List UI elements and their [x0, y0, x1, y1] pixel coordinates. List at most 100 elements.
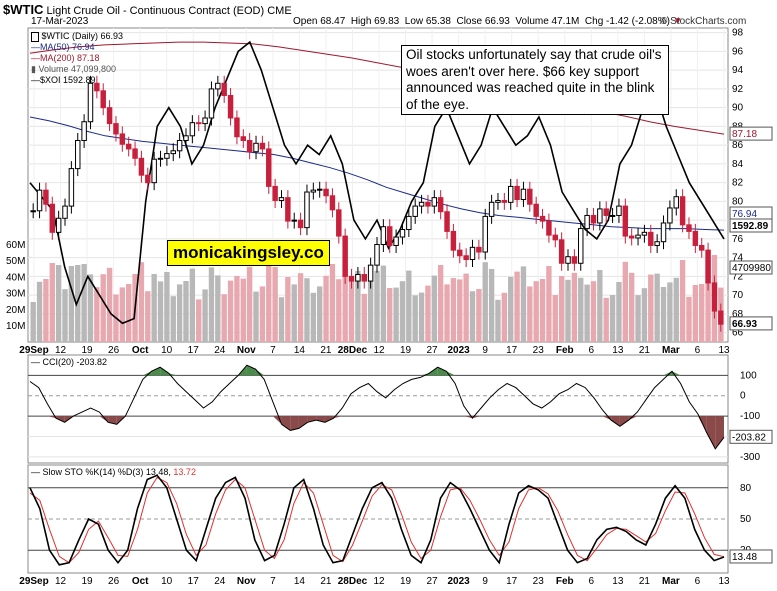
volume-bar	[106, 267, 113, 342]
x-tick-label: 14	[294, 345, 306, 356]
cci-fill-negative	[99, 416, 109, 423]
price-tick-label: 92	[732, 84, 744, 95]
x-tick-label: 17	[506, 345, 518, 356]
x-tick-label: 29Sep	[19, 345, 48, 356]
volume-value: Volume 47.1M	[515, 16, 580, 27]
candle-body	[208, 88, 215, 119]
x-tick-label-bottom: 2023	[447, 576, 470, 587]
volume-bar	[476, 289, 482, 342]
candle-body	[227, 94, 234, 119]
volume-bar	[520, 266, 527, 342]
x-tick-label: Mar	[662, 345, 680, 356]
candle-body	[316, 188, 323, 191]
x-tick-label-bottom: 6	[695, 576, 701, 587]
x-tick-label: 6	[589, 345, 595, 356]
candle-body	[495, 199, 501, 203]
volume-bar	[590, 281, 597, 342]
volume-bar	[342, 263, 348, 342]
cci-fill-negative	[619, 416, 629, 427]
volume-bar	[387, 288, 393, 342]
candle-body	[578, 228, 584, 264]
candle-body	[361, 274, 367, 282]
volume-bar	[399, 281, 406, 342]
cci-fill-positive	[246, 365, 256, 376]
candle-body	[221, 82, 227, 96]
x-tick-label: 23	[533, 345, 545, 356]
candle-body	[507, 185, 514, 203]
sto-d-value: 13.72	[173, 467, 196, 477]
cci-fill-negative	[333, 416, 343, 419]
line-icon: —	[31, 467, 40, 477]
volume-bar	[367, 280, 374, 342]
sto-tick-label: 80	[740, 483, 752, 494]
tag-xoi: 1592.89	[732, 221, 769, 232]
volume-bar	[584, 284, 590, 342]
candle-body	[622, 205, 629, 237]
volume-bar	[635, 295, 641, 342]
volume-bar	[578, 277, 584, 342]
candle-body	[418, 201, 425, 207]
candle-body	[259, 142, 266, 150]
x-tick-label-bottom: 21	[320, 576, 332, 587]
candle-body	[132, 148, 138, 159]
volume-bar	[692, 285, 699, 342]
candle-body	[106, 107, 113, 125]
candle-body	[673, 196, 679, 209]
tag-volume: 4709980	[732, 263, 771, 274]
candle-body	[253, 142, 259, 153]
x-tick-label-bottom: 7	[270, 576, 276, 587]
legend-ma200: —MA(200) 87.18	[31, 53, 100, 63]
candle-body	[698, 244, 705, 251]
x-tick-label: 7	[270, 345, 276, 356]
volume-bar	[565, 279, 571, 342]
volume-bar	[246, 266, 253, 342]
x-tick-label: Feb	[556, 345, 574, 356]
sto-d-polyline	[29, 476, 725, 564]
volume-bar	[100, 274, 106, 342]
candle-body	[310, 189, 317, 193]
candle-body	[183, 135, 189, 141]
candle-body	[616, 205, 622, 216]
volume-bar	[87, 274, 94, 342]
x-tick-label: 21	[639, 345, 651, 356]
price-tick-label: 96	[732, 46, 744, 57]
x-tick-label-bottom: 12	[373, 576, 385, 587]
x-tick-label-bottom: 27	[427, 576, 439, 587]
volume-bar	[36, 281, 43, 342]
candle-body	[278, 197, 285, 201]
sto-legend: — Slow STO %K(14) %D(3) 13.48, 13.72	[31, 467, 196, 477]
high-value: High 69.83	[350, 16, 400, 27]
cci-fill-negative	[715, 416, 724, 449]
volume-bar	[234, 276, 240, 342]
candle-body	[711, 282, 718, 312]
price-candles	[30, 75, 724, 332]
chart-date: 17-Mar-2023	[31, 16, 89, 27]
candle-body	[482, 215, 488, 253]
volume-bar	[75, 265, 81, 342]
volume-bar	[202, 289, 208, 342]
candle-body	[189, 122, 196, 137]
candle-body	[329, 195, 336, 211]
candle-body	[431, 197, 438, 207]
volume-bar	[119, 287, 126, 342]
volume-bar	[380, 265, 387, 342]
tag-close: 66.93	[732, 319, 757, 330]
price-tick-label: 94	[732, 65, 744, 76]
x-tick-label: 10	[161, 345, 173, 356]
candle-body	[374, 244, 380, 266]
chart-title: $WTIC Light Crude Oil - Continuous Contr…	[3, 2, 292, 17]
volume-bar	[94, 287, 100, 342]
volume-bar	[406, 270, 412, 342]
volume-bar	[361, 293, 367, 342]
candle-body	[240, 136, 247, 141]
cci-legend: — CCI(20) -203.82	[31, 357, 108, 367]
volume-tick-label: 40M	[6, 272, 25, 283]
volume-bar	[539, 279, 546, 342]
volume-bar	[297, 273, 304, 342]
volume-bar	[62, 289, 68, 342]
candle-body	[342, 235, 348, 277]
line-icon: —	[31, 75, 40, 85]
x-tick-label-bottom: 13	[718, 576, 730, 587]
volume-bar	[444, 284, 450, 342]
